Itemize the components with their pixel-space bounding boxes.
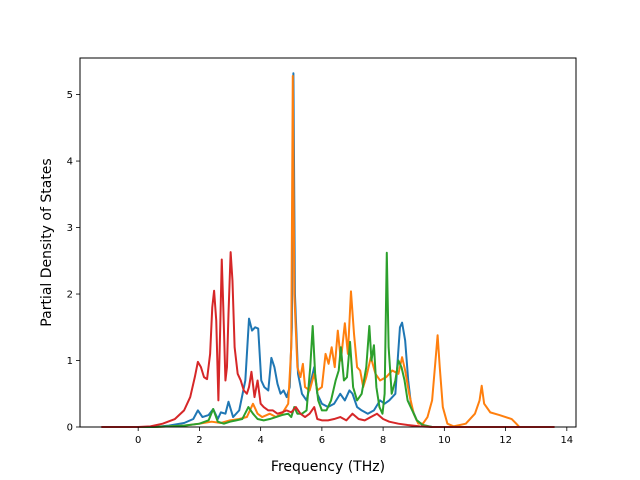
x-tick-label: 6	[319, 435, 325, 446]
x-tick-label: 10	[438, 435, 451, 446]
y-axis-title: Partial Density of States	[39, 158, 55, 326]
x-tick-label: 4	[257, 435, 263, 446]
series-line-3	[101, 251, 460, 428]
x-axis-ticks: 0 2 4 6 8 10 12 14	[135, 427, 573, 446]
y-tick-label: 4	[67, 157, 73, 168]
plot-background	[80, 58, 576, 427]
y-tick-label: 2	[67, 290, 73, 301]
x-tick-label: 8	[380, 435, 386, 446]
series-line-4	[101, 251, 555, 428]
y-tick-label: 3	[67, 223, 73, 234]
x-tick-label: 14	[560, 435, 573, 446]
x-tick-label: 0	[135, 435, 141, 446]
y-tick-label: 0	[67, 423, 73, 434]
series-line-1	[101, 72, 460, 428]
series-line-2	[101, 74, 537, 428]
x-tick-label: 12	[499, 435, 512, 446]
plot-frame	[79, 57, 577, 428]
y-tick-label: 5	[67, 90, 73, 101]
x-axis-title: Frequency (THz)	[271, 459, 385, 475]
y-axis-ticks: 0 1 2 3 4 5	[67, 90, 80, 434]
y-tick-label: 1	[67, 356, 73, 367]
x-tick-label: 2	[196, 435, 202, 446]
series-layer	[101, 72, 555, 428]
